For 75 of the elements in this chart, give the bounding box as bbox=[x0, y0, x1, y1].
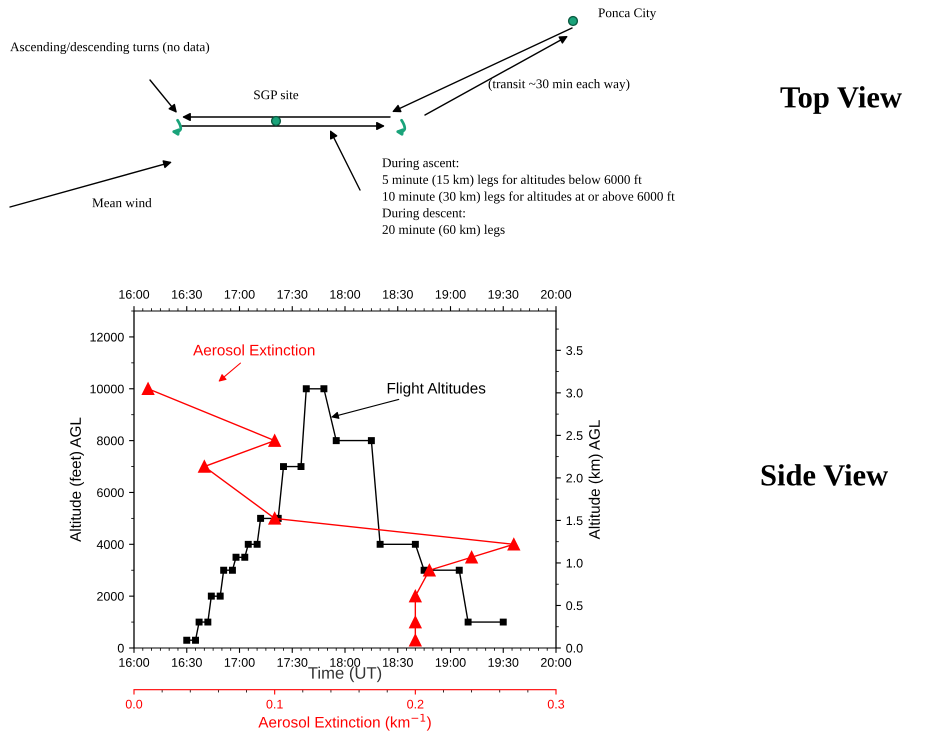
point bbox=[298, 463, 304, 470]
point bbox=[456, 566, 463, 574]
point bbox=[228, 566, 236, 574]
y-tick-label: 10000 bbox=[90, 384, 124, 394]
y2-tick-label: 3.5 bbox=[566, 346, 583, 355]
point bbox=[220, 566, 228, 574]
x-tick-label: 18:00 bbox=[330, 658, 360, 667]
point bbox=[244, 540, 252, 548]
text: 17:00 bbox=[224, 290, 255, 299]
text: 19:00 bbox=[436, 290, 466, 299]
x2-tick-label: 0.3 bbox=[548, 700, 564, 709]
text: (transit ~30 min each way) bbox=[488, 79, 630, 91]
point bbox=[208, 592, 215, 600]
point bbox=[192, 636, 199, 644]
point bbox=[183, 636, 190, 644]
annotation: Flight Altitudes bbox=[388, 382, 486, 397]
annotation: Aerosol Extinction bbox=[193, 344, 314, 356]
y2-tick-label: 0.5 bbox=[566, 601, 583, 610]
point bbox=[257, 514, 264, 522]
text: 17:30 bbox=[278, 290, 308, 299]
y2-axis-title: Altitude (km) AGL bbox=[588, 420, 603, 540]
text: During ascent: 5 minute (15 km) legs for altitudes below 6000 ft 10 minute (30 km) legs for altitudes at or above 6000 ft During descent: 20 minute (60 km) legs bbox=[382, 158, 675, 237]
x-tick-label: 19:00 bbox=[436, 658, 466, 667]
point bbox=[254, 540, 261, 548]
text: 19:30 bbox=[488, 290, 518, 299]
point bbox=[332, 437, 340, 444]
x-axis-title: Time (UT) bbox=[308, 666, 382, 682]
point bbox=[302, 385, 310, 392]
point bbox=[376, 540, 384, 548]
text: 20:00 bbox=[540, 290, 572, 299]
point bbox=[280, 463, 287, 470]
x-tick-label: 19:30 bbox=[488, 658, 518, 667]
x-tick-label: 17:00 bbox=[224, 658, 255, 667]
y-axis-title: Altitude (feet) AGL bbox=[70, 418, 84, 542]
text: 16:00 bbox=[119, 290, 150, 299]
point bbox=[500, 618, 507, 626]
y-tick-label: 12000 bbox=[90, 332, 124, 342]
x2-tick-label: 0.2 bbox=[407, 700, 424, 709]
x2-axis-title: Aerosol Extinction (km$^{−1}$) bbox=[258, 714, 431, 731]
y-tick-label: 8000 bbox=[97, 436, 124, 446]
point bbox=[216, 592, 224, 600]
x-tick-label: 20:00 bbox=[540, 658, 572, 667]
point bbox=[204, 618, 212, 626]
x-tick-label: 16:00 bbox=[119, 658, 150, 667]
text: Ascending/descending turns (no data) bbox=[10, 42, 210, 54]
point bbox=[241, 554, 248, 561]
x-tick-label: 16:30 bbox=[172, 658, 202, 667]
point bbox=[320, 385, 328, 392]
point bbox=[412, 540, 419, 548]
y2-tick-label: 0.0 bbox=[566, 644, 583, 653]
y2-tick-label: 1.0 bbox=[566, 558, 583, 568]
text: 16:30 bbox=[172, 290, 202, 299]
point bbox=[368, 437, 375, 444]
y2-tick-label: 3.0 bbox=[566, 388, 583, 398]
point bbox=[232, 554, 240, 561]
point bbox=[196, 618, 203, 626]
x-tick-label: 18:30 bbox=[383, 658, 413, 667]
text: Side View bbox=[762, 464, 888, 486]
y-tick-label: 0 bbox=[118, 644, 124, 653]
text: SGP site bbox=[254, 90, 298, 100]
y-tick-label: 4000 bbox=[96, 540, 124, 549]
y2-tick-label: 1.5 bbox=[566, 516, 583, 526]
y2-tick-label: 2.5 bbox=[566, 431, 583, 440]
text: 18:30 bbox=[383, 290, 413, 299]
y-tick-label: 6000 bbox=[97, 488, 124, 498]
x2-tick-label: 0.0 bbox=[126, 700, 142, 709]
text: Top View bbox=[780, 86, 902, 114]
text: Mean wind bbox=[92, 198, 152, 208]
y-tick-label: 2000 bbox=[97, 592, 124, 601]
text: 18:00 bbox=[330, 290, 360, 299]
point bbox=[464, 618, 472, 626]
x-tick-label: 17:30 bbox=[278, 658, 308, 667]
x2-tick-label: 0.1 bbox=[266, 700, 283, 709]
text: Ponca City bbox=[598, 8, 656, 20]
y2-tick-label: 2.0 bbox=[566, 474, 583, 483]
